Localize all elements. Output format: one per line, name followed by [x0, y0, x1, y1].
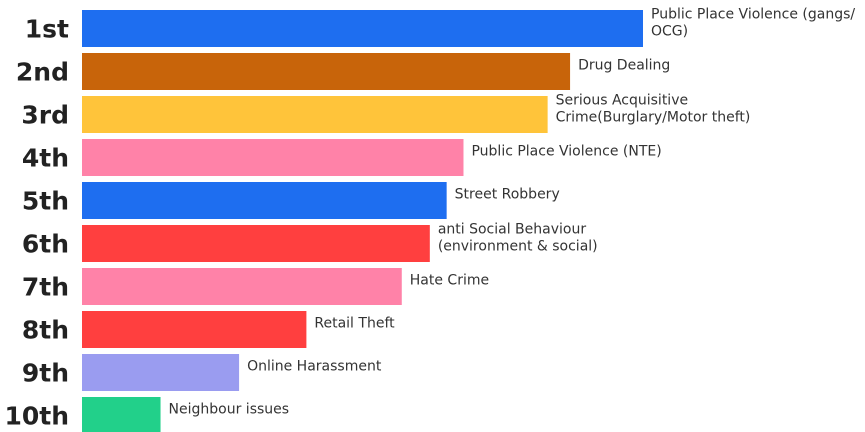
- bar-8: [82, 311, 307, 348]
- bar-label-1: Public Place Violence (gangs/OCG): [651, 7, 855, 40]
- bar-3: [82, 96, 548, 133]
- rank-label-4: 4th: [22, 144, 69, 173]
- bar-label-4: Public Place Violence (NTE): [471, 144, 661, 160]
- rank-label-1: 1st: [25, 15, 69, 44]
- bar-label-3: Serious Acquisitive Crime(Burglary/Motor …: [556, 93, 751, 126]
- bar-1: [82, 10, 643, 47]
- bar-6: [82, 225, 430, 262]
- rank-label-6: 6th: [22, 230, 69, 259]
- rank-label-5: 5th: [22, 187, 69, 216]
- bar-label-2: Drug Dealing: [578, 58, 670, 74]
- bar-5: [82, 182, 447, 219]
- rank-label-9: 9th: [22, 359, 69, 388]
- rank-label-2: 2nd: [16, 58, 69, 87]
- bar-label-10: Neighbour issues: [169, 402, 290, 418]
- rank-label-8: 8th: [22, 316, 69, 345]
- bar-10: [82, 397, 161, 432]
- rank-label-7: 7th: [22, 273, 69, 302]
- bar-2: [82, 53, 571, 90]
- bar-label-5: Street Robbery: [455, 187, 560, 203]
- rank-label-3: 3rd: [21, 101, 69, 130]
- bar-9: [82, 354, 240, 391]
- bar-label-9: Online Harassment: [247, 359, 382, 375]
- bar-7: [82, 268, 402, 305]
- bar-label-8: Retail Theft: [314, 316, 395, 332]
- rank-label-10: 10th: [4, 402, 69, 431]
- bar-label-7: Hate Crime: [410, 273, 489, 289]
- bar-4: [82, 139, 464, 176]
- bar-label-6: anti Social Behaviour (environment & soci…: [438, 222, 598, 255]
